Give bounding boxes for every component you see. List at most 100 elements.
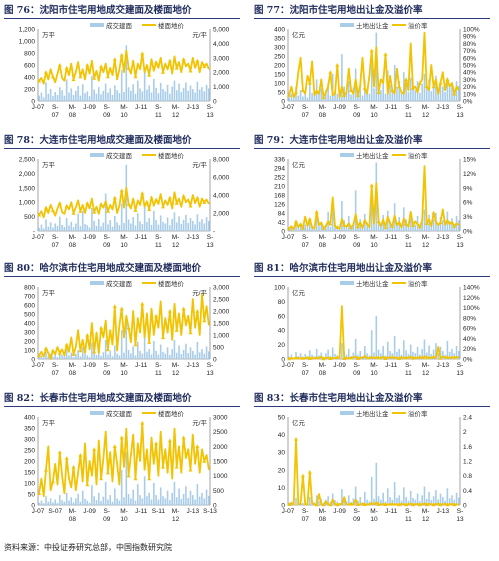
legend-label-line: 楼面地价 xyxy=(158,279,185,288)
data-point xyxy=(417,224,422,229)
legend-label-line: 楼面地价 xyxy=(158,409,185,418)
data-point xyxy=(71,352,76,356)
data-bar xyxy=(153,483,155,505)
x-tick-label-line2: 11 xyxy=(155,112,162,119)
data-bar xyxy=(425,88,428,101)
data-point xyxy=(300,88,305,92)
left-tick-label: 252 xyxy=(274,175,285,182)
data-point xyxy=(342,356,347,360)
data-bar xyxy=(45,351,47,359)
data-bar xyxy=(304,353,307,359)
data-bar xyxy=(182,350,185,359)
data-bar xyxy=(173,212,176,231)
data-bar xyxy=(91,75,93,101)
x-tick-label-line2: 07 xyxy=(52,242,60,249)
data-bar xyxy=(68,500,70,505)
x-tick-label-line2: 07 xyxy=(302,516,310,523)
x-tick-label: M- xyxy=(172,104,180,111)
left-tick-label: 0 xyxy=(281,99,285,106)
data-point xyxy=(119,306,124,311)
x-tick-label: J-13 xyxy=(186,362,199,369)
x-tick-label: S- xyxy=(104,508,111,515)
data-bar xyxy=(169,93,171,101)
data-bar xyxy=(308,84,311,101)
right-tick-label: 80% xyxy=(463,41,476,48)
data-bar xyxy=(47,501,50,505)
x-tick-label: S- xyxy=(457,104,464,111)
x-tick-label: M- xyxy=(422,362,430,369)
x-tick-label: J-13 xyxy=(186,104,199,111)
data-bar xyxy=(120,330,123,359)
data-point xyxy=(64,456,69,460)
data-bar xyxy=(171,218,173,231)
data-bar xyxy=(368,501,371,505)
data-point xyxy=(78,453,83,457)
data-bar xyxy=(414,353,417,359)
data-bar xyxy=(386,341,389,359)
data-bar xyxy=(187,353,190,359)
data-bar xyxy=(100,94,102,101)
data-bar xyxy=(81,210,84,231)
left-axis-unit: 万平 xyxy=(42,31,56,39)
x-tick-label: J-13 xyxy=(186,508,199,515)
left-tick-label: 350 xyxy=(274,36,285,43)
data-point xyxy=(307,81,312,85)
x-tick-label-line2: 10 xyxy=(120,242,128,249)
data-bar xyxy=(391,225,394,231)
data-point xyxy=(85,201,90,205)
data-point xyxy=(126,65,131,70)
data-point xyxy=(181,306,186,311)
data-point xyxy=(112,304,117,308)
x-tick-label: M- xyxy=(172,234,180,241)
x-tick-label-line2: 08 xyxy=(319,516,327,523)
data-bar xyxy=(405,350,407,359)
data-bar xyxy=(54,499,57,505)
data-bar xyxy=(189,85,192,101)
chart-title: 图 81：哈尔滨市住宅用地出让金及溢价率 xyxy=(254,263,433,274)
data-bar xyxy=(107,224,109,231)
data-bar xyxy=(127,87,130,101)
left-tick-label: 20 xyxy=(278,467,286,474)
data-bar xyxy=(432,496,435,505)
data-bar xyxy=(150,354,153,359)
x-tick-label-line2: 12 xyxy=(422,516,430,523)
legend-label-bars: 土地出让金 xyxy=(356,21,389,30)
x-tick-label: J-09 xyxy=(333,508,346,515)
x-tick-label: J-13 xyxy=(436,508,449,515)
data-point xyxy=(300,226,305,230)
left-tick-label: 40 xyxy=(278,432,286,439)
data-bar xyxy=(159,487,162,505)
data-bar xyxy=(70,221,73,231)
data-bar xyxy=(327,83,329,101)
data-bar xyxy=(79,501,82,505)
data-bar xyxy=(155,220,157,231)
left-tick-label: 300 xyxy=(24,330,35,337)
left-tick-label: 80 xyxy=(278,299,286,306)
right-tick-label: 60% xyxy=(463,55,476,62)
data-point xyxy=(50,479,55,484)
left-tick-label: 126 xyxy=(274,202,285,209)
x-tick-label-line2: 11 xyxy=(155,242,162,249)
title-rule xyxy=(4,18,240,19)
data-bar xyxy=(341,54,343,101)
data-point xyxy=(431,84,436,89)
data-point xyxy=(452,91,457,96)
data-point xyxy=(202,200,207,204)
x-tick-label: J-11 xyxy=(135,362,148,369)
data-bar xyxy=(448,221,451,231)
left-axis-unit: 亿元 xyxy=(292,288,306,297)
x-tick-label-line2: 09 xyxy=(103,112,111,119)
data-bar xyxy=(393,335,396,359)
data-bar xyxy=(205,346,208,359)
data-bar xyxy=(208,351,210,359)
x-tick-label: J-13 xyxy=(436,104,449,111)
data-bar xyxy=(132,217,134,231)
data-bar xyxy=(173,481,176,505)
title-rule xyxy=(254,276,490,277)
data-bar xyxy=(143,206,146,231)
data-bar xyxy=(157,499,160,505)
x-tick-label: S- xyxy=(302,508,309,515)
right-tick-label: 50% xyxy=(463,63,476,70)
data-point xyxy=(314,502,319,507)
